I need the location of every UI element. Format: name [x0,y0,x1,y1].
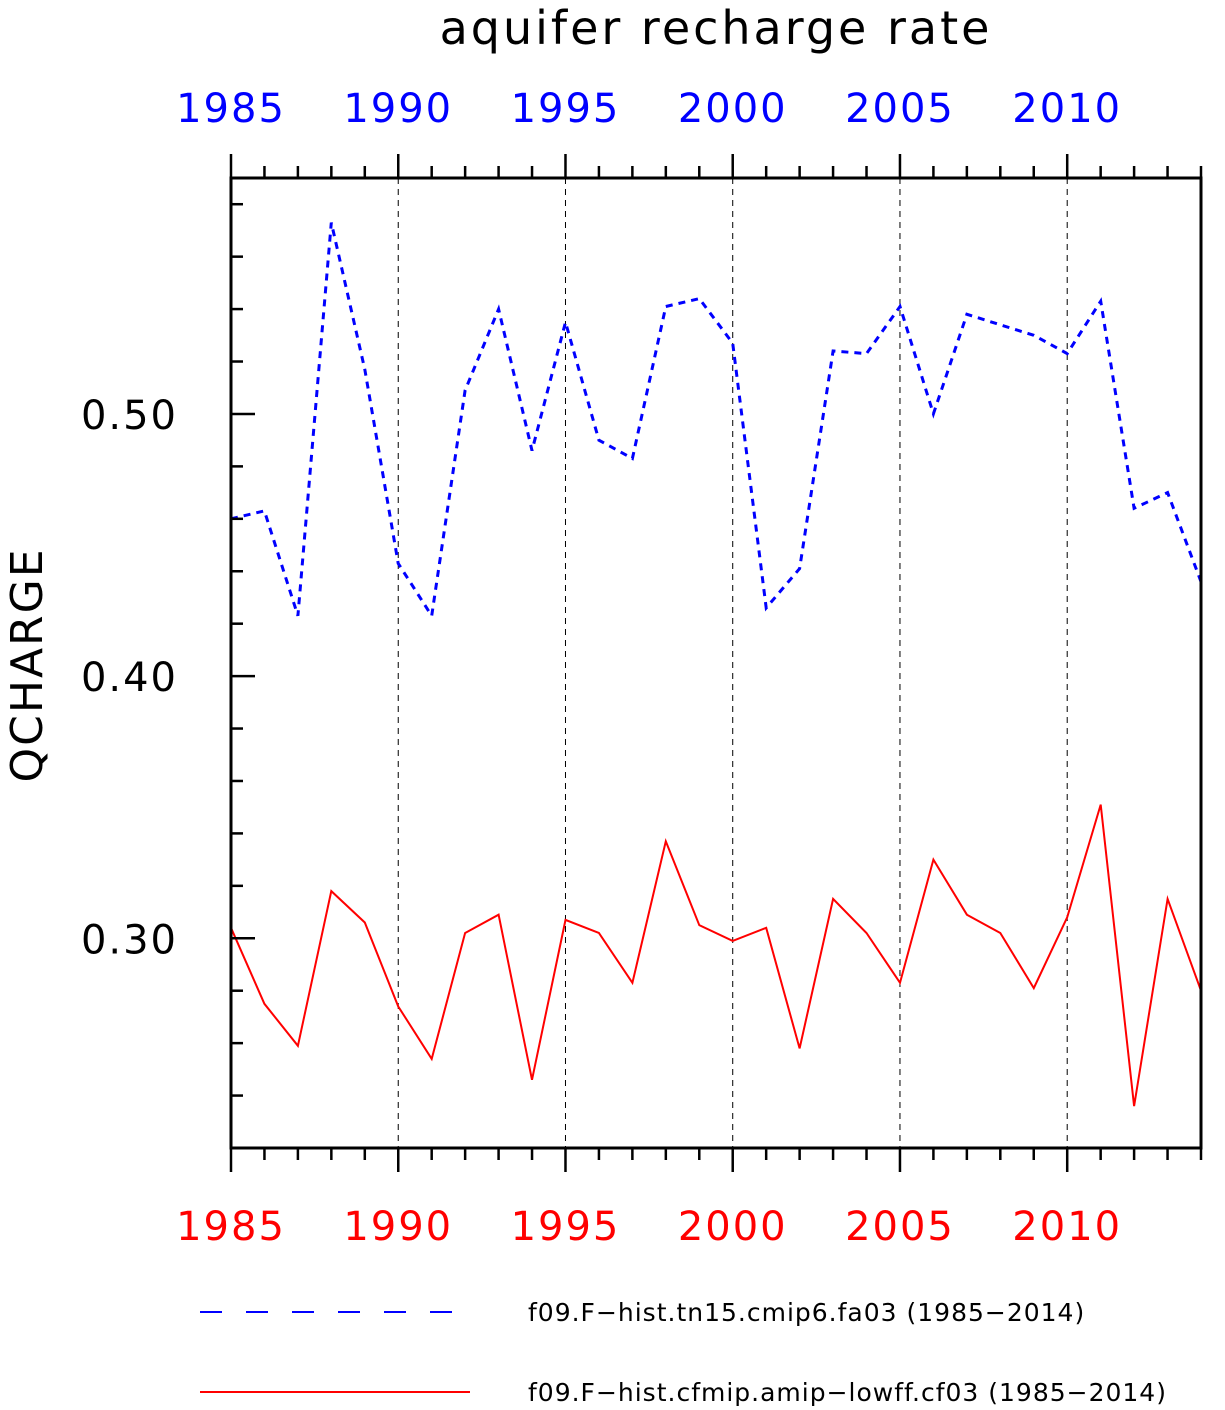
x-bottom-tick-label: 1990 [343,1204,453,1250]
y-tick-label: 0.50 [81,393,178,439]
y-tick-label: 0.30 [81,917,178,963]
series-lines [230,222,1203,1107]
legend-label-series-2: f09.F−hist.cfmip.amip−lowff.cf03 (1985−2… [528,1378,1167,1407]
y-axis-label: QCHARGE [2,547,53,782]
grid-lines [397,178,1068,1148]
series-line-2 [230,804,1202,1107]
x-top-tick-label: 1990 [343,86,453,132]
chart-title: aquifer recharge rate [440,1,993,55]
legend-label-series-1: f09.F−hist.tn15.cmip6.fa03 (1985−2014) [528,1298,1085,1327]
plot-frame [229,176,1203,1150]
x-bottom-tick-label: 2000 [678,1204,788,1250]
series-line-1 [230,222,1203,620]
x-bottom-tick-label: 1985 [176,1204,286,1250]
x-bottom-tick-label: 2005 [845,1204,955,1250]
x-top-tick-label: 2010 [1012,86,1122,132]
y-tick-label: 0.40 [81,655,178,701]
axis-ticks [229,154,1203,1172]
x-top-tick-labels: 1985 1990 1995 2000 2005 2010 [176,86,1122,132]
x-top-tick-label: 1995 [511,86,621,132]
x-top-tick-label: 1985 [176,86,286,132]
x-bottom-tick-label: 2010 [1012,1204,1122,1250]
legend: f09.F−hist.tn15.cmip6.fa03 (1985−2014) f… [200,1298,1167,1407]
x-bottom-tick-label: 1995 [511,1204,621,1250]
x-bottom-tick-labels: 1985 1990 1995 2000 2005 2010 [176,1204,1122,1250]
x-top-tick-label: 2005 [845,86,955,132]
y-tick-labels: 0.30 0.40 0.50 [81,393,178,963]
x-top-tick-label: 2000 [678,86,788,132]
